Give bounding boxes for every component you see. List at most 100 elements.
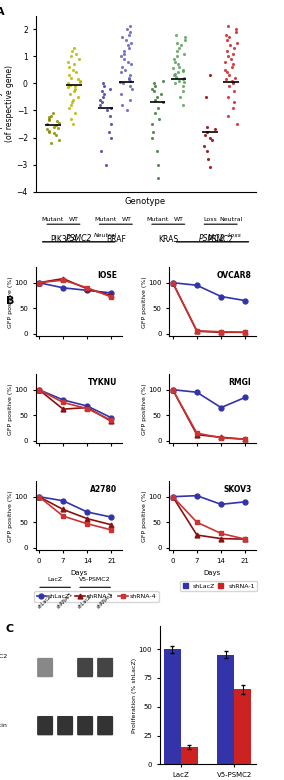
Text: WT: WT bbox=[174, 218, 184, 222]
Point bbox=[100, 85, 105, 98]
Point bbox=[127, 73, 131, 86]
Y-axis label: GFP positive (%): GFP positive (%) bbox=[8, 276, 13, 328]
Point bbox=[150, 83, 155, 95]
Point bbox=[119, 50, 123, 62]
Point bbox=[76, 73, 80, 86]
Legend: shLacZ, shRNA-3, shRNA-4: shLacZ, shRNA-3, shRNA-4 bbox=[34, 591, 159, 602]
Point bbox=[101, 80, 106, 92]
Point bbox=[46, 126, 51, 138]
Text: PSMC2: PSMC2 bbox=[199, 234, 225, 243]
Point bbox=[69, 72, 74, 84]
Point bbox=[124, 34, 128, 46]
Point bbox=[69, 112, 74, 125]
Point bbox=[224, 73, 228, 86]
Point bbox=[68, 79, 72, 91]
Point bbox=[72, 85, 76, 98]
Text: β-actin: β-actin bbox=[0, 723, 7, 729]
Point bbox=[100, 77, 105, 90]
Point bbox=[203, 90, 208, 103]
Point bbox=[122, 63, 127, 76]
Point bbox=[227, 39, 232, 51]
Point bbox=[227, 69, 231, 81]
X-axis label: Days: Days bbox=[204, 569, 221, 576]
Point bbox=[234, 37, 239, 49]
Bar bbox=[217, 655, 234, 764]
Point bbox=[231, 77, 235, 90]
Point bbox=[46, 125, 51, 137]
Point bbox=[208, 131, 212, 144]
Point bbox=[48, 110, 53, 122]
Text: WT: WT bbox=[121, 218, 131, 222]
Point bbox=[154, 90, 159, 103]
Point bbox=[108, 110, 113, 122]
Point bbox=[53, 119, 58, 132]
Point bbox=[73, 80, 78, 92]
Point bbox=[68, 88, 72, 101]
Point bbox=[174, 44, 179, 57]
Point bbox=[225, 110, 230, 122]
Point bbox=[74, 66, 78, 79]
Point bbox=[205, 153, 210, 165]
Point bbox=[52, 120, 57, 133]
Point bbox=[234, 26, 239, 38]
Point bbox=[126, 39, 130, 51]
Point bbox=[118, 76, 122, 88]
Text: SKOV3: SKOV3 bbox=[223, 485, 251, 494]
Point bbox=[182, 31, 187, 44]
Text: LacZ: LacZ bbox=[47, 576, 63, 582]
Point bbox=[180, 99, 185, 112]
Point bbox=[127, 42, 131, 55]
Point bbox=[231, 76, 235, 88]
Point bbox=[172, 77, 177, 90]
FancyBboxPatch shape bbox=[77, 658, 93, 677]
Point bbox=[55, 115, 59, 127]
Point bbox=[172, 53, 176, 66]
Point bbox=[153, 107, 158, 119]
Point bbox=[179, 39, 183, 51]
Point bbox=[98, 99, 103, 112]
Text: Neutral: Neutral bbox=[94, 232, 118, 238]
Y-axis label: Dependency score
(of respective gene): Dependency score (of respective gene) bbox=[0, 66, 14, 142]
Point bbox=[208, 69, 212, 81]
Point bbox=[173, 68, 178, 80]
Point bbox=[225, 66, 229, 79]
Point bbox=[157, 112, 162, 125]
Bar bbox=[181, 747, 198, 764]
Point bbox=[66, 81, 70, 94]
Point bbox=[119, 61, 124, 73]
Point bbox=[155, 172, 160, 184]
Y-axis label: GFP positive (%): GFP positive (%) bbox=[8, 490, 13, 541]
Point bbox=[172, 69, 176, 81]
Text: BRAF: BRAF bbox=[106, 235, 126, 244]
Point bbox=[72, 58, 76, 71]
Text: IOSE: IOSE bbox=[97, 271, 118, 280]
Point bbox=[107, 83, 112, 95]
Point bbox=[224, 28, 229, 41]
Point bbox=[151, 77, 156, 90]
Text: V5-PSMC2: V5-PSMC2 bbox=[79, 576, 111, 582]
Point bbox=[202, 140, 207, 152]
Point bbox=[69, 99, 74, 112]
Point bbox=[234, 23, 238, 35]
Text: Mutant: Mutant bbox=[147, 218, 169, 222]
Point bbox=[108, 101, 113, 114]
Point bbox=[156, 101, 160, 114]
Point bbox=[150, 118, 154, 130]
Point bbox=[180, 80, 185, 92]
Point bbox=[150, 131, 154, 144]
Point bbox=[51, 107, 56, 119]
Point bbox=[66, 55, 70, 68]
Point bbox=[122, 48, 126, 60]
FancyBboxPatch shape bbox=[57, 716, 73, 736]
Point bbox=[173, 28, 178, 41]
Point bbox=[229, 74, 234, 87]
Point bbox=[224, 34, 229, 46]
Point bbox=[104, 158, 108, 171]
Point bbox=[126, 55, 130, 68]
Point bbox=[205, 120, 209, 133]
Point bbox=[223, 63, 228, 76]
Point bbox=[231, 42, 236, 55]
Text: PSMC2: PSMC2 bbox=[208, 235, 234, 244]
Point bbox=[67, 61, 72, 73]
Point bbox=[205, 145, 210, 158]
